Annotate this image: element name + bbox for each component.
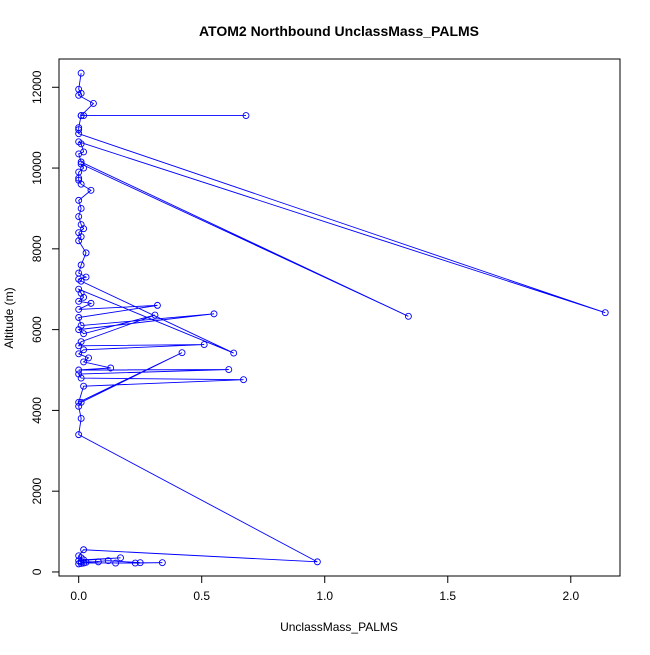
data-point <box>77 158 85 166</box>
data-point <box>75 402 83 410</box>
data-point <box>77 204 85 212</box>
data-point <box>230 349 238 357</box>
y-axis-label: Altitude (m) <box>2 287 16 348</box>
data-point <box>225 366 233 374</box>
data-point <box>75 126 83 134</box>
data-point <box>75 130 83 138</box>
y-tick-label: 12000 <box>30 70 44 104</box>
x-axis: 0.0 0.5 1.0 1.5 2.0 <box>70 575 579 603</box>
data-point <box>75 366 83 374</box>
data-point <box>75 174 83 182</box>
x-tick-label: 1.0 <box>316 589 333 603</box>
x-tick-label: 0.5 <box>193 589 210 603</box>
x-axis-label: UnclassMass_PALMS <box>280 620 398 634</box>
series-layer <box>75 69 609 568</box>
data-point <box>77 560 85 567</box>
data-point <box>80 330 88 338</box>
chart-title: ATOM2 Northbound UnclassMass_PALMS <box>199 23 479 39</box>
data-point <box>77 180 85 188</box>
data-point <box>601 309 609 317</box>
data-point <box>210 310 218 318</box>
data-point <box>75 398 83 406</box>
data-point <box>77 69 85 77</box>
data-point <box>151 311 159 319</box>
data-point <box>75 305 83 313</box>
data-point <box>80 164 88 172</box>
data-point <box>75 326 83 334</box>
data-point <box>80 559 88 567</box>
data-point <box>80 546 88 554</box>
data-point <box>75 150 83 158</box>
data-point <box>82 249 90 257</box>
data-point <box>80 112 88 119</box>
data-point <box>75 213 83 220</box>
data-point <box>104 557 112 565</box>
data-point <box>131 559 139 567</box>
data-point <box>75 342 83 350</box>
data-point <box>313 558 321 566</box>
data-point <box>178 349 186 357</box>
data-point <box>153 301 161 309</box>
y-tick-label: 10000 <box>30 151 44 185</box>
data-point <box>242 112 250 119</box>
data-point <box>87 299 95 307</box>
data-point <box>87 186 95 194</box>
data-point <box>94 558 102 566</box>
data-point <box>75 297 83 305</box>
data-point <box>77 261 85 269</box>
data-point <box>89 99 97 107</box>
data-point <box>77 140 85 148</box>
y-tick-label: 8000 <box>30 235 44 262</box>
data-point <box>75 560 83 568</box>
y-tick-label: 0 <box>30 568 44 575</box>
data-point <box>117 554 124 562</box>
data-point <box>85 354 92 362</box>
data-point <box>77 415 85 422</box>
data-point <box>240 376 247 384</box>
data-point <box>75 350 83 358</box>
data-point <box>136 559 144 567</box>
data-point <box>75 314 83 321</box>
data-point <box>80 358 88 366</box>
data-point <box>75 91 83 99</box>
data-point <box>200 341 208 349</box>
data-point <box>77 112 85 119</box>
y-tick-label: 4000 <box>30 397 44 424</box>
data-point <box>404 312 412 320</box>
data-point <box>75 431 83 439</box>
x-tick-label: 2.0 <box>562 589 579 603</box>
data-point <box>80 293 88 301</box>
x-tick-label: 0.0 <box>70 589 87 603</box>
data-point <box>82 273 90 281</box>
y-axis: 0 2000 4000 6000 8000 10000 12000 <box>30 70 60 575</box>
data-point <box>77 277 85 285</box>
data-point <box>75 237 83 245</box>
data-point <box>75 196 83 204</box>
data-point <box>112 559 120 567</box>
y-tick-label: 6000 <box>30 316 44 343</box>
data-point <box>80 382 88 390</box>
data-point <box>80 225 88 233</box>
data-point <box>158 559 166 567</box>
data-point <box>80 346 88 354</box>
data-point <box>77 374 85 382</box>
data-point <box>107 364 115 372</box>
x-tick-label: 1.5 <box>439 589 456 603</box>
y-tick-label: 2000 <box>30 478 44 505</box>
